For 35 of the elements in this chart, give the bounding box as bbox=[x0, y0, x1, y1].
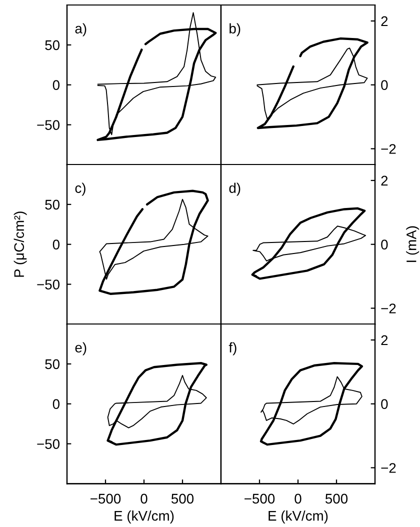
y2-tick-label: 0 bbox=[381, 240, 388, 250]
y-tick-label: 50 bbox=[45, 359, 60, 370]
y2-tick-label: 2 bbox=[381, 16, 388, 26]
text: e) bbox=[75, 342, 86, 356]
y2-tick-label: 0 bbox=[381, 80, 388, 90]
y2-axis-title: I (mA) bbox=[406, 226, 420, 262]
text: d) bbox=[229, 182, 240, 196]
text: f) bbox=[228, 342, 236, 356]
y-tick-label: −50 bbox=[37, 280, 60, 290]
text: a) bbox=[75, 23, 86, 36]
text: b) bbox=[230, 23, 240, 36]
x-tick-label: 500 bbox=[171, 494, 194, 504]
text: c) bbox=[75, 182, 86, 196]
y2-tick-label: −2 bbox=[381, 463, 396, 473]
y-tick-label: 50 bbox=[45, 40, 60, 50]
x-tick-label: −500 bbox=[90, 494, 121, 504]
y-tick-label: 0 bbox=[52, 240, 60, 250]
y-tick-label: 0 bbox=[52, 399, 60, 410]
y-axis-title: P (μC/cm²) bbox=[14, 212, 27, 277]
y2-tick-label: 2 bbox=[381, 335, 388, 346]
y-tick-label: −50 bbox=[37, 120, 60, 130]
y-tick-label: −50 bbox=[37, 439, 60, 449]
x-tick-label: 0 bbox=[294, 494, 302, 504]
y2-tick-label: 0 bbox=[381, 399, 388, 410]
x-tick-label: −500 bbox=[244, 494, 275, 504]
y2-tick-label: −2 bbox=[381, 304, 396, 314]
x-axis-title: E (kV/cm) bbox=[114, 510, 174, 524]
y2-tick-label: 2 bbox=[381, 176, 388, 186]
x-tick-label: 0 bbox=[140, 494, 148, 504]
x-axis-title: E (kV/cm) bbox=[268, 510, 328, 524]
y-tick-label: 0 bbox=[52, 80, 60, 90]
x-tick-label: 500 bbox=[325, 494, 348, 504]
y-tick-label: 50 bbox=[45, 200, 60, 210]
line-series bbox=[106, 362, 208, 446]
y2-tick-label: −2 bbox=[381, 144, 396, 154]
